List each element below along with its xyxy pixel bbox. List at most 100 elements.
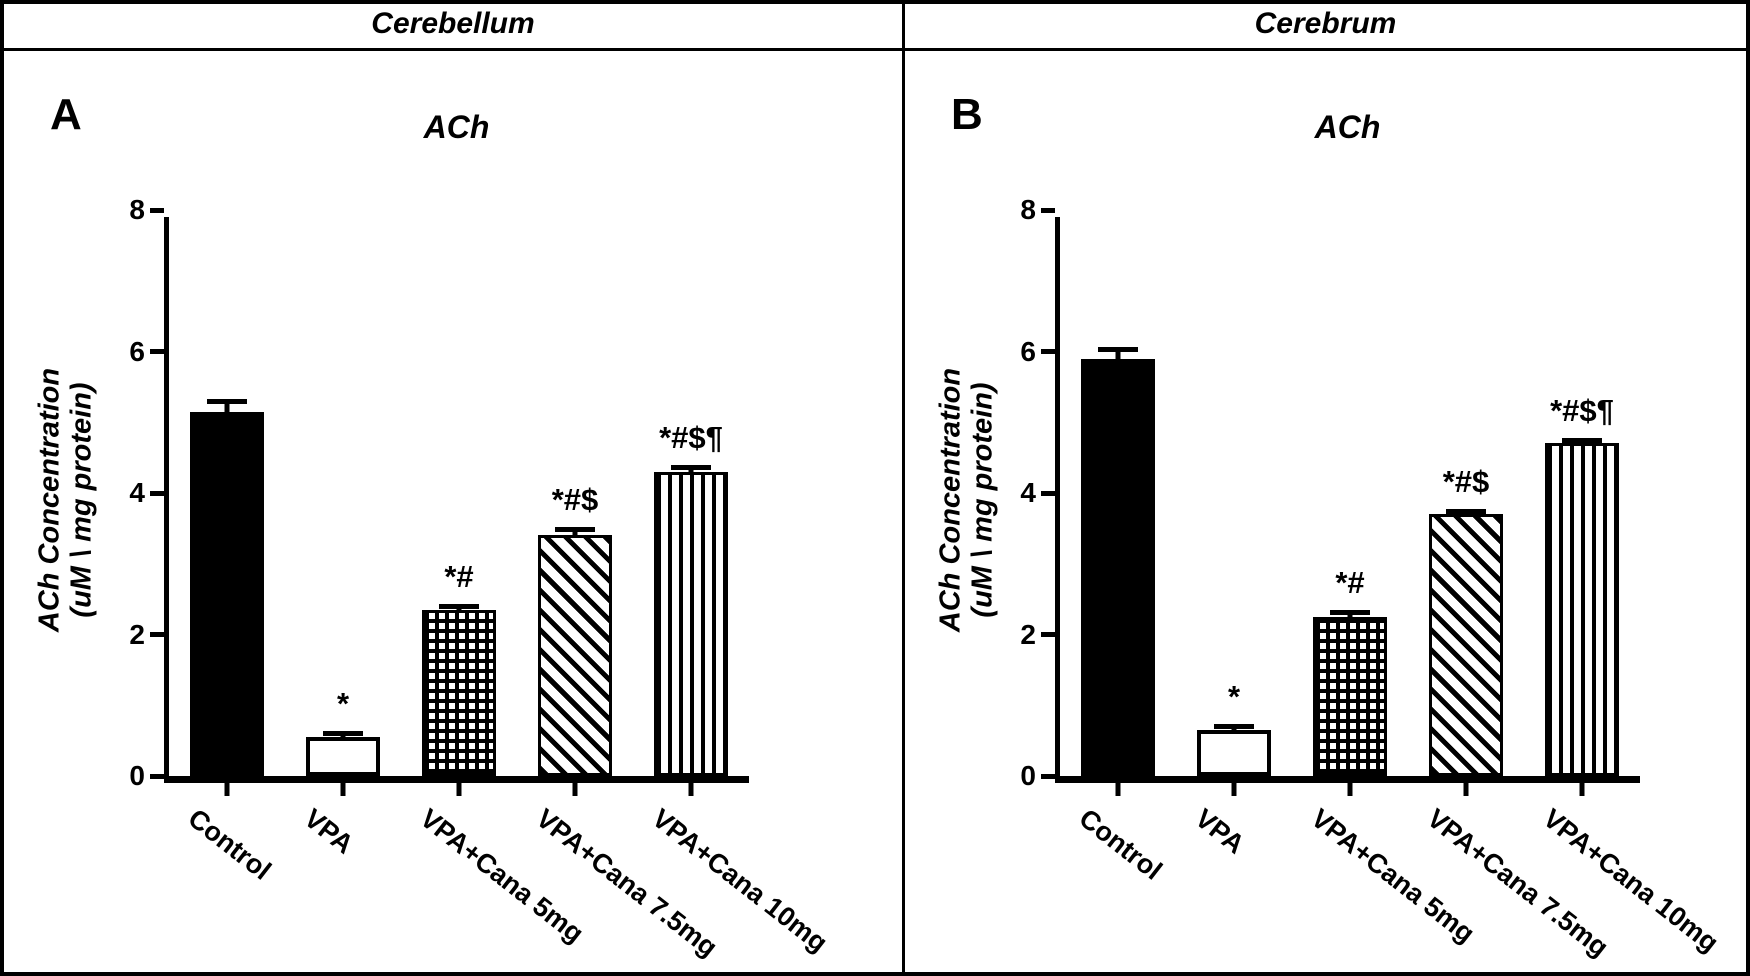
x-tick-label-control: Control: [1073, 803, 1168, 886]
x-axis-tick-vpa-cana-5mg: [1347, 783, 1353, 796]
panel-letter-b: B: [951, 90, 983, 139]
header-cerebrum: Cerebrum: [1254, 7, 1397, 40]
y-tick-label-8: 8: [129, 194, 145, 225]
bar-vpa-cana-7-5mg: [538, 535, 612, 776]
panel-cerebellum: A ACh ACh Concentration (uM \ mg protein…: [4, 51, 905, 972]
error-bar-vpa: [323, 731, 363, 738]
error-bar-cap: [207, 398, 247, 404]
y-axis-label: ACh Concentration (uM \ mg protein): [34, 368, 99, 632]
bar-vpa-cana-7-5mg: [1429, 514, 1503, 776]
bar-group-vpa-cana-10mg: *#$¶ VPA+Cana 10mg: [1524, 217, 1725, 958]
y-tick-label-4: 4: [1020, 477, 1036, 508]
x-axis-tick-vpa-cana-10mg: [1579, 783, 1585, 796]
significance-label-vpa-cana-10mg: *#$¶: [1550, 392, 1614, 428]
y-axis-tick-2: [150, 632, 164, 637]
bar-control: [190, 411, 264, 776]
error-bar-cap: [439, 604, 479, 610]
significance-label-vpa: *: [1227, 679, 1241, 715]
error-bar-cap: [1098, 346, 1138, 352]
bar-group-vpa: * VPA: [1176, 217, 1292, 860]
error-bar-stem: [1115, 346, 1121, 359]
y-axis-label-line2: (uM \ mg protein): [66, 382, 98, 618]
x-tick-label-vpa: VPA: [1189, 803, 1251, 860]
significance-label-vpa-cana-10mg: *#$¶: [659, 419, 723, 455]
y-tick-label-6: 6: [129, 335, 145, 367]
bar-group-control: Control: [169, 217, 285, 886]
x-axis-tick-vpa-cana-5mg: [456, 783, 462, 796]
x-tick-label-control: Control: [182, 803, 277, 886]
x-axis-tick-vpa-cana-10mg: [688, 783, 694, 796]
bars-container: Control * VPA *# VPA+Cana 5mg *#$ VPA+Cana 7.5…: [169, 217, 834, 963]
error-bar-cap: [1562, 437, 1602, 443]
error-bar-cap: [1446, 508, 1486, 514]
significance-label-vpa-cana-7-5mg: *#$: [551, 481, 599, 517]
error-bar-vpa-cana-5mg: [1330, 609, 1370, 617]
x-axis-tick-control: [224, 783, 230, 796]
y-axis-label: ACh Concentration (uM \ mg protein): [935, 368, 1000, 632]
significance-label-vpa-cana-5mg: *#: [444, 559, 474, 595]
y-axis-tick-0: [1041, 773, 1055, 779]
y-axis-tick-4: [1041, 490, 1055, 496]
chart-title-ach: ACh: [1314, 109, 1381, 145]
x-axis-tick-vpa: [1231, 783, 1237, 796]
bar-vpa-cana-10mg: [654, 471, 728, 776]
x-axis-tick-vpa: [340, 783, 346, 796]
bar-control: [1081, 358, 1155, 776]
error-bar-vpa-cana-7-5mg: [1446, 508, 1486, 515]
y-axis-tick-2: [1041, 632, 1055, 637]
y-tick-label-0: 0: [1020, 760, 1036, 791]
significance-label-vpa-cana-5mg: *#: [1335, 564, 1365, 600]
x-axis-tick-control: [1115, 783, 1121, 796]
y-tick-label-8: 8: [1020, 194, 1036, 225]
y-tick-label-4: 4: [129, 477, 145, 508]
bar-vpa: [1197, 730, 1271, 776]
error-bar-vpa-cana-5mg: [439, 604, 479, 610]
error-bar-cap: [671, 464, 711, 470]
bar-group-vpa-cana-10mg: *#$¶ VPA+Cana 10mg: [633, 217, 834, 958]
x-axis-tick-vpa-cana-7-5mg: [1463, 783, 1469, 796]
significance-label-vpa-cana-7-5mg: *#$: [1442, 463, 1490, 499]
error-bar-vpa-cana-7-5mg: [555, 526, 595, 536]
error-bar-stem: [224, 398, 230, 412]
y-axis-tick-8: [150, 207, 164, 213]
header-cerebellum: Cerebellum: [4, 4, 905, 48]
error-bar-vpa-cana-10mg: [1562, 437, 1602, 444]
x-axis-tick-vpa-cana-7-5mg: [572, 783, 578, 796]
bar-group-control: Control: [1060, 217, 1176, 886]
plot-area: Control * VPA *# VPA+Cana 5mg *#$ VPA+Cana 7.5…: [1020, 196, 1725, 963]
plot-area: Control * VPA *# VPA+Cana 5mg *#$ VPA+Cana 7.5…: [129, 196, 834, 963]
error-bar-cap: [1330, 609, 1370, 615]
bar-vpa-cana-5mg: [422, 609, 496, 776]
error-bar-cap: [1214, 724, 1254, 730]
error-bar-control: [1098, 346, 1138, 359]
chart-title-ach: ACh: [423, 109, 490, 145]
y-tick-label-6: 6: [1020, 335, 1036, 367]
y-axis-tick-6: [1041, 349, 1055, 354]
error-bar-vpa-cana-10mg: [671, 464, 711, 472]
panel-cerebrum: B ACh ACh Concentration (uM \ mg protein…: [905, 51, 1746, 972]
y-axis-label-line1: ACh Concentration: [33, 367, 66, 633]
figure-header: Cerebellum Cerebrum: [4, 4, 1746, 51]
y-axis-label-line1: ACh Concentration: [934, 367, 967, 633]
y-axis-tick-6: [150, 349, 164, 354]
bar-group-vpa-cana-5mg: *# VPA+Cana 5mg: [401, 217, 590, 949]
panel-letter-a: A: [50, 90, 82, 139]
y-tick-label-0: 0: [129, 760, 145, 791]
bars-container: Control * VPA *# VPA+Cana 5mg *#$ VPA+Cana 7.5…: [1060, 217, 1725, 963]
bar-group-vpa-cana-5mg: *# VPA+Cana 5mg: [1292, 217, 1481, 949]
bar-vpa-cana-10mg: [1545, 443, 1619, 776]
bar-vpa-cana-5mg: [1313, 616, 1387, 776]
y-tick-label-2: 2: [129, 618, 145, 650]
y-axis-tick-4: [150, 490, 164, 496]
bar-group-vpa: * VPA: [285, 217, 401, 860]
bar-vpa: [306, 737, 380, 776]
x-tick-label-vpa: VPA: [298, 803, 360, 860]
panels-row: A ACh ACh Concentration (uM \ mg protein…: [4, 51, 1746, 972]
error-bar-cap: [323, 731, 363, 737]
y-axis-tick-0: [150, 773, 164, 779]
y-axis-label-line2: (uM \ mg protein): [967, 382, 999, 618]
error-bar-cap: [555, 526, 595, 532]
bar-group-vpa-cana-7-5mg: *#$ VPA+Cana 7.5mg: [1408, 217, 1614, 963]
error-bar-control: [207, 398, 247, 412]
